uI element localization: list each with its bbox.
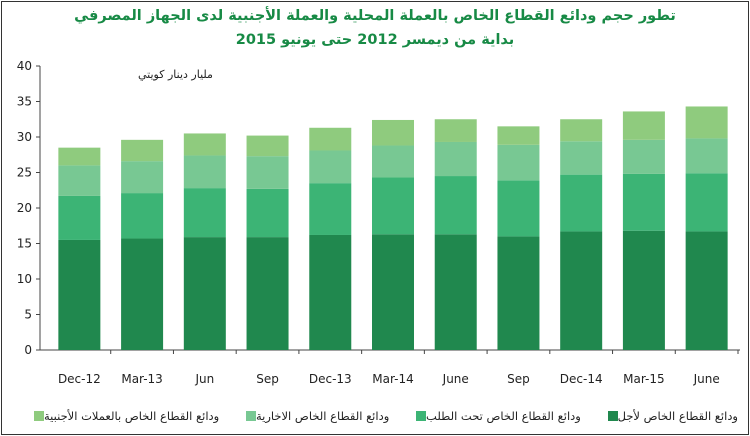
bar-segment-3 [560,141,603,175]
bar-segment-1 [560,231,603,350]
x-tick-label: Dec-13 [309,372,352,386]
bar-segment-4 [309,127,352,151]
y-tick-label: 30 [17,130,32,144]
bar-segment-3 [58,165,101,196]
bar-segment-4 [497,126,540,145]
bar-segment-2 [560,174,603,232]
y-tick-label: 25 [17,166,32,180]
bar-segment-4 [560,119,603,142]
bar-segment-3 [121,161,164,194]
bar-segment-4 [183,133,226,156]
legend-label: ودائع القطاع الخاص بالعملات الأجنبية [44,409,220,423]
legend-swatch [416,411,427,421]
bar-segment-3 [372,145,414,178]
bar-segment-2 [121,193,164,239]
bar-segment-3 [434,141,477,177]
bar-segment-4 [622,111,665,140]
bar-segment-4 [372,119,414,146]
bar-segment-1 [497,236,540,350]
bar-segment-1 [58,239,101,350]
y-tick-label: 5 [24,308,32,322]
bar-segment-1 [246,237,289,350]
y-tick-label: 40 [17,59,32,73]
bar-segment-2 [309,183,352,235]
x-tick-label: Mar-15 [623,372,664,386]
bar-segment-3 [183,155,226,189]
legend-swatch [245,411,256,421]
bar-segment-1 [434,234,477,350]
bar-segment-3 [246,156,289,189]
bar-segment-3 [685,138,728,174]
bar-segment-1 [622,230,665,350]
bar-segment-3 [622,139,665,174]
bar-segment-3 [309,150,352,184]
x-tick-label: Jun [194,372,214,386]
legend-label: ودائع القطاع الخاص تحت الطلب [426,409,581,423]
legend-item-4: ودائع القطاع الخاص بالعملات الأجنبية [28,409,219,423]
bar-segment-1 [183,237,226,350]
chart-title-line1: تطور حجم ودائع القطاع الخاص بالعملة المح… [74,8,676,24]
x-tick-label: June [442,372,469,386]
y-tick-label: 15 [17,237,32,251]
chart-legend: ودائع القطاع الخاص لأجل ودائع القطاع الخا… [8,403,748,429]
chart-title-line2: بداية من ديمسر 2012 حتى يونيو 2015 [235,32,515,48]
y-axis-label: مليار دينار كويتي [138,68,213,81]
bar-segment-4 [58,147,101,166]
bar-segment-1 [685,231,728,350]
bar-segment-3 [497,144,540,181]
x-tick-label: Sep [256,372,279,386]
bar-segment-2 [246,188,289,238]
y-tick-label: 0 [24,343,32,357]
legend-item-2: ودائع القطاع الخاص تحت الطلب [410,409,581,423]
x-tick-label: Mar-13 [121,372,162,386]
bar-segment-4 [246,135,289,157]
y-tick-label: 20 [17,201,32,215]
bar-segment-2 [434,176,477,235]
bar-segment-4 [685,106,728,139]
x-tick-label: Sep [507,372,530,386]
bar-segment-1 [372,234,414,350]
bar-segment-1 [309,234,352,350]
x-tick-label: Dec-12 [58,372,101,386]
legend-label: ودائع القطاع الخاص الاخارية [255,409,390,423]
x-tick-label: Dec-14 [560,372,603,386]
bar-segment-2 [497,180,540,237]
bar-segment-2 [372,177,414,235]
legend-label: ودائع القطاع الخاص لأجل [617,409,738,423]
legend-item-1: ودائع القطاع الخاص لأجل [602,409,738,423]
bar-segment-4 [434,119,477,142]
bar-segment-2 [183,188,226,238]
bar-segment-1 [121,238,164,350]
x-tick-label: June [693,372,720,386]
bar-segment-4 [121,139,164,162]
legend-item-3: ودائع القطاع الخاص الاخارية [240,409,389,423]
bar-segment-2 [685,173,728,232]
legend-swatch [607,411,618,421]
y-tick-label: 10 [17,272,32,286]
bar-segment-2 [622,173,665,231]
chart-title: تطور حجم ودائع القطاع الخاص بالعملة المح… [0,4,750,52]
legend-swatch [34,411,44,421]
y-tick-label: 35 [17,95,32,109]
bar-segment-2 [58,195,101,240]
x-tick-label: Mar-14 [372,372,413,386]
